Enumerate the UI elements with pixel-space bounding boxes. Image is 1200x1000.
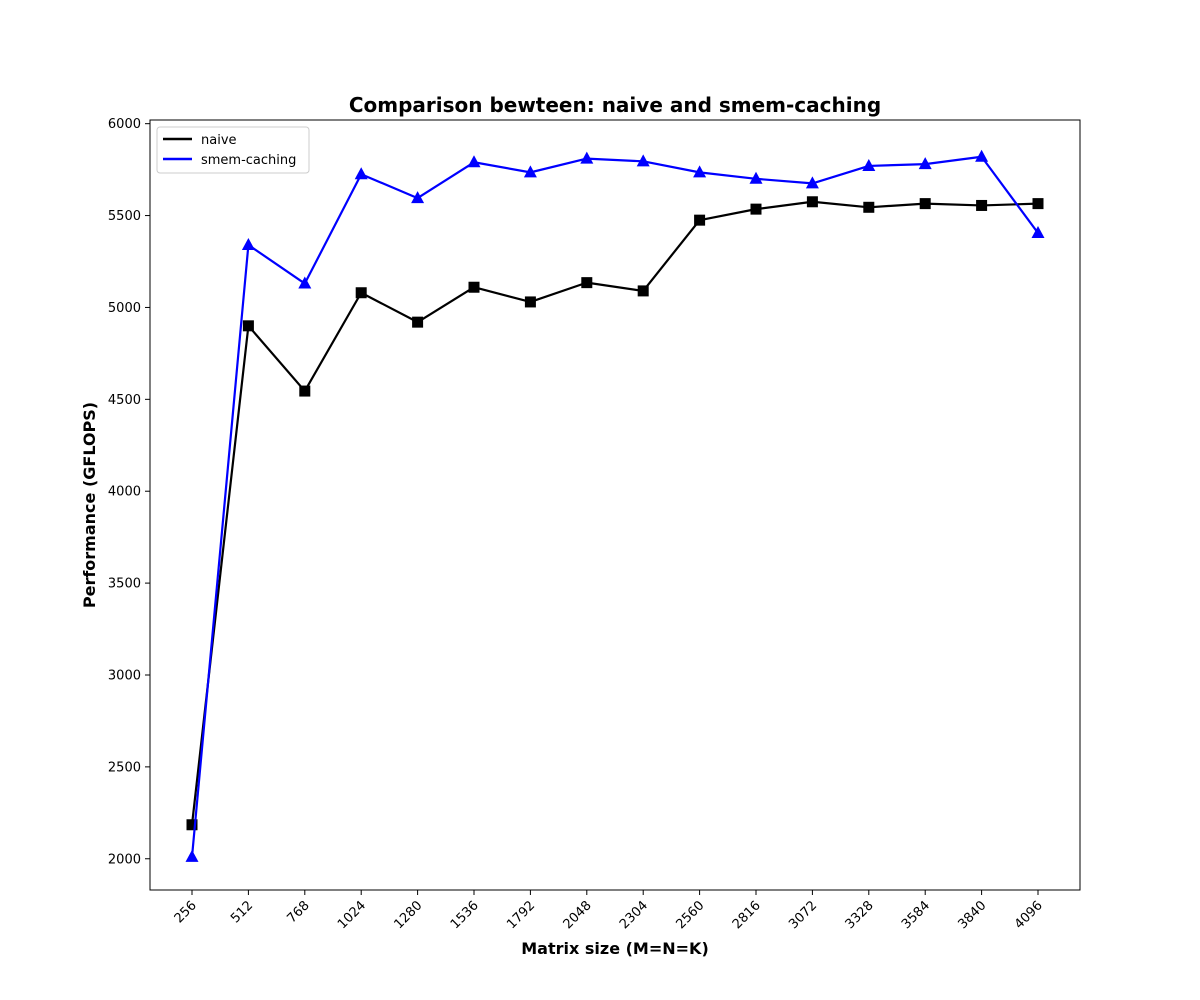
legend-label-naive: naive — [201, 133, 237, 148]
data-point-smem-caching — [636, 154, 650, 167]
y-tick-label: 3500 — [108, 577, 141, 592]
legend-box — [156, 126, 310, 174]
data-point-smem-caching — [805, 176, 819, 189]
data-point-smem-caching — [411, 191, 425, 204]
data-point-smem-caching — [749, 171, 763, 184]
data-point-naive — [750, 203, 762, 215]
y-tick-label: 2000 — [108, 852, 141, 867]
data-point-naive — [524, 296, 536, 308]
series-layer — [185, 149, 1045, 862]
y-axis-ticks: 2000 2500 3000 3500 4000 4500 5000 5500 6000 — [108, 117, 150, 867]
y-tick-label: 5000 — [108, 301, 141, 316]
data-point-smem-caching — [241, 237, 255, 250]
series-naive — [186, 196, 1044, 831]
data-point-naive — [806, 196, 818, 208]
data-point-naive — [863, 201, 875, 213]
series-line-naive — [190, 200, 1039, 825]
data-point-naive — [694, 214, 706, 226]
x-axis-title: Matrix size (M=N=K) — [521, 939, 709, 958]
plot-frame — [149, 119, 1081, 891]
data-point-smem-caching — [918, 157, 932, 170]
y-axis-title: Performance (GFLOPS) — [80, 402, 99, 608]
series-line-smem-caching — [190, 155, 1039, 858]
data-point-naive — [299, 385, 311, 397]
y-tick-label: 4500 — [108, 393, 141, 408]
chart-title: Comparison bewteen: naive and smem-cachi… — [349, 93, 881, 117]
data-point-naive — [1032, 198, 1044, 210]
data-point-naive — [186, 819, 198, 831]
y-tick-label: 5500 — [108, 209, 141, 224]
data-point-naive — [242, 320, 254, 332]
data-point-smem-caching — [298, 276, 312, 289]
data-point-naive — [355, 287, 367, 299]
data-point-naive — [919, 198, 931, 210]
legend: naive smem-caching — [156, 126, 310, 174]
data-point-naive — [468, 281, 480, 293]
data-point-naive — [976, 199, 988, 211]
y-tick-label: 4000 — [108, 485, 141, 500]
legend-label-smem-caching: smem-caching — [201, 153, 296, 168]
data-point-smem-caching — [975, 149, 989, 162]
data-point-naive — [637, 285, 649, 297]
data-point-smem-caching — [467, 155, 481, 168]
data-point-smem-caching — [354, 167, 368, 180]
y-tick-label: 2500 — [108, 760, 141, 775]
data-point-smem-caching — [523, 165, 537, 178]
data-point-smem-caching — [1031, 226, 1045, 239]
data-point-naive — [581, 277, 593, 289]
data-point-smem-caching — [862, 158, 876, 171]
data-point-smem-caching — [580, 151, 594, 164]
data-point-smem-caching — [693, 165, 707, 178]
data-point-smem-caching — [185, 849, 199, 862]
series-smem-caching — [185, 149, 1045, 862]
y-tick-label: 6000 — [108, 117, 141, 132]
data-point-naive — [412, 316, 424, 328]
y-tick-label: 3000 — [108, 668, 141, 683]
